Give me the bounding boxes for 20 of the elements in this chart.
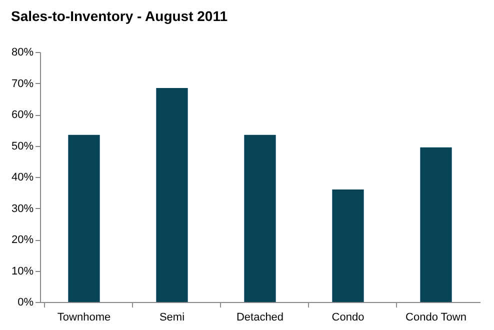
- y-tick-label: 10%: [11, 265, 34, 278]
- bar: [244, 134, 276, 302]
- x-tick-label: Townhome: [57, 312, 111, 324]
- bar: [420, 147, 452, 302]
- y-tick-label: 30%: [11, 202, 34, 215]
- chart-title: Sales-to-Inventory - August 2011: [10, 8, 228, 24]
- y-tick-label: 0%: [18, 296, 34, 308]
- bar: [332, 190, 364, 302]
- y-tick-label: 50%: [11, 140, 34, 152]
- x-tick-label: Condo: [332, 312, 364, 324]
- y-tick-label: 40%: [11, 172, 34, 184]
- bar: [156, 88, 188, 302]
- y-tick-label: 60%: [11, 109, 34, 121]
- y-tick-label: 70%: [11, 78, 34, 90]
- y-tick-label: 80%: [11, 46, 34, 58]
- y-tick-label: 20%: [11, 234, 34, 246]
- x-tick-label: Detached: [236, 312, 284, 324]
- bar: [68, 134, 100, 302]
- x-tick-label: Semi: [159, 312, 185, 324]
- x-tick-label: Condo Town: [406, 312, 466, 324]
